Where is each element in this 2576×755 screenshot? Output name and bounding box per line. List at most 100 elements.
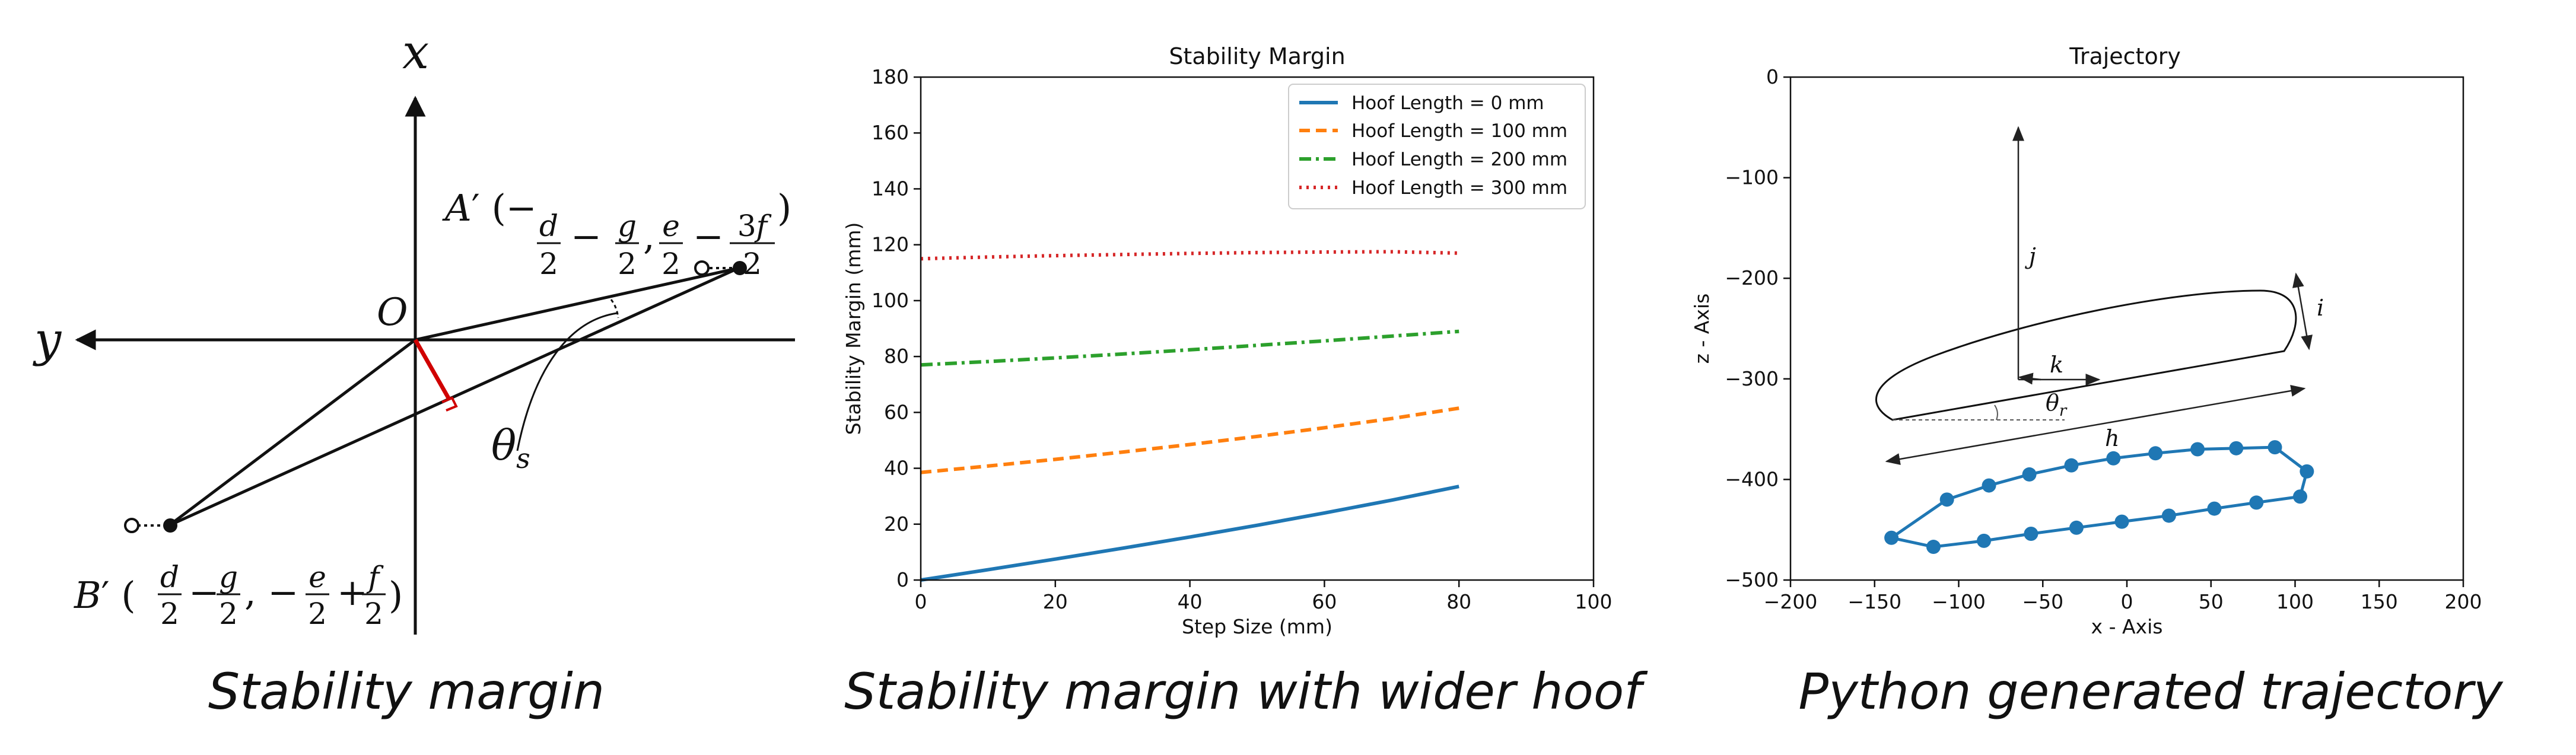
chart1-xtick-label-3: 60 [1312, 590, 1337, 613]
chart2-point-12 [2229, 441, 2244, 455]
chart1-ytick-label-7: 140 [872, 177, 909, 200]
svg-text:2: 2 [662, 247, 680, 281]
chart2-point-14 [2148, 446, 2163, 461]
svg-text:): ) [389, 574, 403, 617]
chart2-title: Trajectory [2069, 43, 2181, 69]
chart2-xtick-label-4: 0 [2121, 590, 2133, 613]
caption-diagram: Stability margin [208, 662, 605, 721]
right-angle-marker [441, 396, 458, 412]
h-arrow [1885, 385, 2306, 465]
chart2-point-2 [1977, 533, 1992, 548]
point-a-open [694, 260, 710, 276]
svg-text:, −: , − [244, 571, 298, 614]
chart1-ytick-label-0: 0 [896, 568, 909, 591]
chart1-xtick-label-2: 40 [1178, 590, 1203, 613]
chart2-plot-frame [1789, 76, 2464, 581]
legend-box [1288, 84, 1586, 209]
chart2-xtick-label-5: 50 [2199, 590, 2224, 613]
chart1-ylabel: Stability Margin (mm) [842, 222, 865, 435]
chart2-point-4 [2069, 520, 2084, 535]
annotation-j: j [2025, 243, 2036, 269]
chart2-point-6 [2161, 508, 2176, 523]
chart1-plot-frame [920, 76, 1595, 581]
chart1-ticks-layer: 0 20 40 60 80 100 0 20 40 60 80 100 120 140 160 180 [872, 65, 1613, 613]
svg-text:2: 2 [219, 597, 238, 631]
annotation-i: i [2317, 295, 2324, 321]
y-axis-label: y [33, 312, 62, 367]
svg-text:−: − [189, 571, 220, 614]
svg-text:2: 2 [618, 247, 637, 281]
svg-text:e: e [662, 209, 680, 243]
angle-pointer [516, 312, 618, 451]
chart2-point-16 [2064, 458, 2079, 473]
chart2-point-13 [2190, 442, 2205, 457]
svg-text:2: 2 [160, 597, 179, 631]
chart1-xtick-label-4: 80 [1446, 590, 1471, 613]
chart2-xtick-label-3: −50 [2022, 590, 2063, 613]
chart2-xtick-label-6: 100 [2276, 590, 2314, 613]
line-o-b [168, 339, 416, 527]
chart2-point-7 [2207, 501, 2222, 516]
svg-text:+: + [337, 571, 368, 614]
svg-text:A′ (−: A′ (− [442, 186, 537, 230]
chart2-ylabel: z - Axis [1690, 294, 1713, 364]
chart2-point-8 [2249, 495, 2264, 510]
annotation-k: k [2050, 352, 2063, 378]
chart2-xtick-label-0: −200 [1764, 590, 1818, 613]
chart1-ytick-label-2: 40 [884, 457, 909, 480]
chart2-xtick-label-2: −100 [1932, 590, 1986, 613]
chart1-series-line-0 [920, 485, 1459, 582]
chart2-point-0 [1884, 530, 1899, 545]
chart2-xtick-label-1: −150 [1847, 590, 1901, 613]
stability-margin-chart: Stability Margin 0 20 40 60 80 100 0 20 40 60 80 10… [842, 43, 1648, 721]
chart2-ytick-label-2: −200 [1725, 266, 1779, 289]
svg-text:g: g [618, 209, 637, 243]
angle-arc [610, 299, 619, 318]
chart1-series-line-3 [920, 250, 1459, 261]
svg-text:): ) [777, 186, 791, 230]
chart1-ytick-label-9: 180 [872, 65, 909, 88]
chart2-ytick-label-4: −400 [1725, 467, 1779, 490]
chart2-ticks-layer: −200 −150 −100 −50 0 50 100 150 2000−100−200−300… [1725, 65, 2482, 613]
caption-trajectory: Python generated trajectory [1798, 662, 2503, 721]
svg-text:−: − [693, 215, 724, 258]
point-b [163, 518, 177, 533]
svg-text:d: d [539, 209, 558, 243]
line-a-b [168, 266, 740, 527]
line-o-a [415, 266, 739, 342]
chart2-ytick-label-5: −500 [1725, 568, 1779, 591]
chart1-legend: Hoof Length = 0 mm Hoof Length = 100 mm … [1288, 84, 1586, 209]
chart2-point-11 [2267, 440, 2282, 455]
svg-text:2: 2 [743, 247, 762, 281]
k-arrow-back [2018, 372, 2041, 385]
svg-text:3f: 3f [737, 209, 772, 243]
chart2-point-1 [1926, 540, 1941, 555]
legend-label-1: Hoof Length = 100 mm [1351, 120, 1567, 142]
svg-text:f: f [366, 560, 384, 594]
chart2-ytick-label-0: 0 [1766, 65, 1779, 88]
chart2-point-18 [1982, 478, 1996, 493]
chart2-trajectory-line [1890, 445, 2308, 549]
chart1-ytick-label-1: 20 [884, 512, 909, 536]
caption-stability-chart: Stability margin with wider hoof [844, 662, 1648, 721]
chart1-xtick-label-5: 100 [1575, 590, 1613, 613]
stability-margin-segment [413, 339, 451, 400]
chart2-point-5 [2114, 514, 2129, 529]
origin-label: O [377, 291, 408, 335]
svg-text:−: − [571, 215, 602, 258]
chart1-series-layer [920, 250, 1459, 582]
chart1-ytick-label-4: 80 [884, 345, 909, 368]
chart1-ytick-label-3: 60 [884, 400, 909, 423]
annotation-h: h [2105, 425, 2119, 451]
point-b-open [124, 518, 139, 533]
chart1-ytick-label-5: 100 [872, 289, 909, 312]
svg-text:2: 2 [364, 597, 383, 631]
stability-diagram: x y O θs A′ (− d 2 − g 2 , [33, 24, 795, 721]
trajectory-chart: Trajectory j k i h θr −200 −150 −100 −50 0 50… [1690, 43, 2504, 721]
point-a-label: A′ (− d 2 − g 2 , e 2 − 3f 2 ) [442, 186, 791, 281]
chart2-xtick-label-8: 200 [2445, 590, 2482, 613]
chart1-xtick-label-0: 0 [915, 590, 927, 613]
svg-text:g: g [219, 560, 238, 594]
legend-label-0: Hoof Length = 0 mm [1351, 93, 1544, 114]
